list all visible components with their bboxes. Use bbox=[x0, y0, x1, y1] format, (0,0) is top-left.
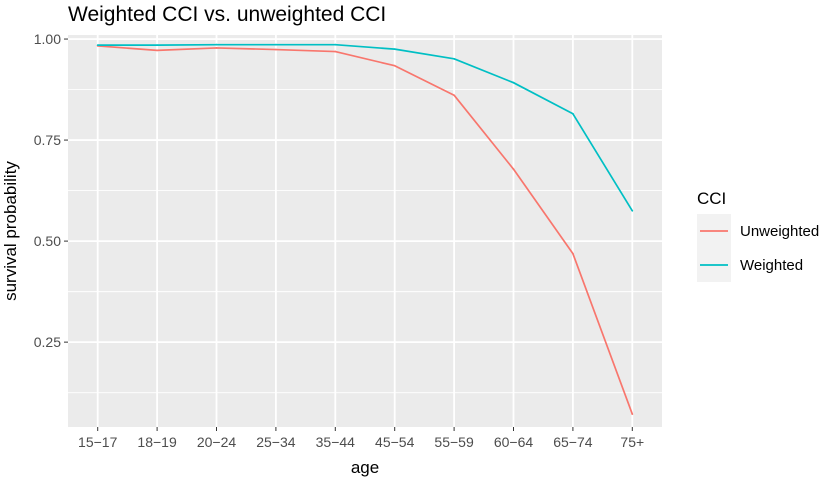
series-line-weighted bbox=[97, 43, 634, 212]
legend-label: Weighted bbox=[740, 257, 803, 274]
data-point-weighted bbox=[393, 48, 396, 51]
x-tick-label: 60−64 bbox=[494, 434, 534, 450]
data-point-weighted bbox=[631, 209, 634, 212]
x-tick-label: 75+ bbox=[620, 434, 644, 450]
x-tick-label: 20−24 bbox=[197, 434, 237, 450]
chart-title: Weighted CCI vs. unweighted CCI bbox=[68, 3, 386, 26]
legend-label: Unweighted bbox=[740, 223, 819, 240]
plot-panel bbox=[68, 35, 662, 427]
data-point-unweighted bbox=[512, 168, 515, 171]
x-tick-label: 65−74 bbox=[553, 434, 593, 450]
data-point-unweighted bbox=[215, 47, 218, 49]
data-point-weighted bbox=[512, 81, 515, 84]
series-lines bbox=[96, 43, 634, 415]
data-point-unweighted bbox=[275, 48, 277, 51]
x-tick-label: 25−34 bbox=[256, 434, 296, 450]
minor-gridlines bbox=[68, 89, 662, 394]
y-tick-label: 0.50 bbox=[34, 233, 61, 249]
series-line-unweighted bbox=[97, 45, 634, 415]
data-point-unweighted bbox=[334, 50, 337, 53]
x-tick-label: 55−59 bbox=[434, 434, 474, 450]
data-point-unweighted bbox=[572, 252, 574, 255]
data-point-weighted bbox=[453, 57, 455, 60]
y-axis-title: survival probability bbox=[1, 161, 20, 301]
data-point-unweighted bbox=[393, 64, 396, 67]
major-gridlines bbox=[68, 35, 662, 427]
x-tick-label: 35−44 bbox=[316, 434, 356, 450]
y-tick-label: 0.75 bbox=[34, 132, 61, 148]
y-axis: 0.25 0.50 0.75 1.00 bbox=[34, 31, 68, 350]
data-point-unweighted bbox=[631, 413, 634, 415]
y-tick-label: 1.00 bbox=[34, 31, 61, 47]
x-tick-label: 45−54 bbox=[375, 434, 415, 450]
y-tick-label: 0.25 bbox=[34, 334, 61, 350]
data-point-weighted bbox=[275, 43, 277, 46]
data-point-weighted bbox=[156, 44, 159, 47]
data-point-weighted bbox=[572, 112, 574, 115]
legend: CCI Unweighted Weighted bbox=[697, 189, 819, 282]
x-tick-label: 15−17 bbox=[78, 434, 118, 450]
x-tick-label: 18−19 bbox=[137, 434, 177, 450]
x-axis: 15−17 18−19 20−24 25−34 35−44 45−54 55−59 60−64… bbox=[78, 427, 644, 450]
data-point-unweighted bbox=[156, 49, 159, 52]
x-axis-title: age bbox=[351, 458, 379, 477]
data-point-weighted bbox=[96, 44, 99, 47]
data-point-weighted bbox=[334, 43, 337, 46]
legend-title: CCI bbox=[697, 189, 726, 208]
data-point-unweighted bbox=[453, 94, 455, 97]
data-point-weighted bbox=[215, 43, 218, 46]
